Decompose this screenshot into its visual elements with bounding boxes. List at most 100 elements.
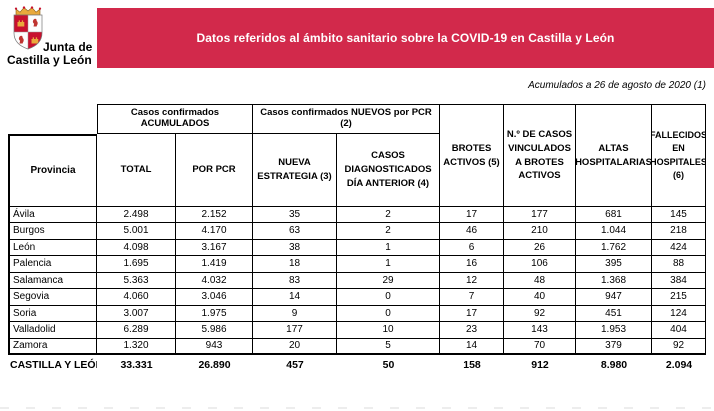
value-cell: 0	[337, 289, 440, 306]
page-title: Datos referidos al ámbito sanitario sobr…	[196, 31, 615, 45]
total-value-cell: 26.890	[176, 354, 253, 376]
value-cell: 88	[652, 256, 706, 273]
value-cell: 23	[440, 322, 504, 339]
value-cell: 10	[337, 322, 440, 339]
value-cell: 35	[253, 207, 337, 224]
value-cell: 681	[576, 207, 652, 224]
value-cell: 16	[440, 256, 504, 273]
value-cell: 177	[253, 322, 337, 339]
value-cell: 14	[440, 338, 504, 355]
value-cell: 1.975	[176, 305, 253, 323]
value-cell: 0	[337, 305, 440, 323]
value-cell: 943	[176, 338, 253, 355]
value-cell: 177	[504, 207, 576, 224]
value-cell: 1.320	[97, 338, 176, 355]
province-name: Ávila	[8, 207, 97, 224]
total-value-cell: 457	[253, 354, 337, 376]
value-cell: 395	[576, 256, 652, 273]
value-cell: 17	[440, 207, 504, 224]
value-cell: 2.498	[97, 207, 176, 224]
value-cell: 46	[440, 223, 504, 240]
province-name: Burgos	[8, 223, 97, 240]
total-value-cell: 50	[337, 354, 440, 376]
value-cell: 17	[440, 305, 504, 323]
value-cell: 2	[337, 223, 440, 240]
value-cell: 215	[652, 289, 706, 306]
header-brotes-activos: BROTES ACTIVOS (5)	[440, 104, 504, 207]
header-casos-vinculados: N.º DE CASOS VINCULADOS A BROTES ACTIVOS	[504, 104, 576, 207]
value-cell: 218	[652, 223, 706, 240]
value-cell: 379	[576, 338, 652, 355]
value-cell: 143	[504, 322, 576, 339]
date-note: Acumulados a 26 de agosto de 2020 (1)	[528, 80, 706, 91]
corner-empty-cell	[8, 104, 97, 134]
value-cell: 3.007	[97, 305, 176, 323]
total-value-cell: 158	[440, 354, 504, 376]
header-nueva-estrategia: NUEVA ESTRATEGIA (3)	[253, 134, 337, 207]
covid-table: Casos confirmados ACUMULADOS Casos confi…	[8, 104, 706, 376]
value-cell: 1.953	[576, 322, 652, 339]
province-name: Segovia	[8, 289, 97, 306]
value-cell: 210	[504, 223, 576, 240]
value-cell: 1.695	[97, 256, 176, 273]
value-cell: 20	[253, 338, 337, 355]
value-cell: 48	[504, 272, 576, 290]
total-value-cell: 912	[504, 354, 576, 376]
scan-artifact	[0, 407, 714, 409]
province-name: León	[8, 239, 97, 257]
value-cell: 38	[253, 239, 337, 257]
logo-text-line2: Castilla y León	[7, 53, 92, 67]
value-cell: 5.363	[97, 272, 176, 290]
header-group-acumulados: Casos confirmados ACUMULADOS	[97, 104, 253, 134]
header-provincia: Provincia	[8, 134, 97, 207]
value-cell: 124	[652, 305, 706, 323]
value-cell: 6.289	[97, 322, 176, 339]
title-banner: Datos referidos al ámbito sanitario sobr…	[97, 8, 714, 68]
value-cell: 92	[652, 338, 706, 355]
value-cell: 1.762	[576, 239, 652, 257]
coat-of-arms-icon	[13, 6, 43, 50]
value-cell: 384	[652, 272, 706, 290]
value-cell: 947	[576, 289, 652, 306]
header-fallecidos: FALLECIDOS EN HOSPITALES (6)	[652, 104, 706, 207]
value-cell: 1.044	[576, 223, 652, 240]
total-value-cell: 2.094	[652, 354, 706, 376]
total-value-cell: 33.331	[97, 354, 176, 376]
value-cell: 5.986	[176, 322, 253, 339]
value-cell: 14	[253, 289, 337, 306]
value-cell: 29	[337, 272, 440, 290]
value-cell: 26	[504, 239, 576, 257]
value-cell: 5	[337, 338, 440, 355]
value-cell: 4.032	[176, 272, 253, 290]
value-cell: 6	[440, 239, 504, 257]
value-cell: 4.098	[97, 239, 176, 257]
value-cell: 5.001	[97, 223, 176, 240]
logo-text-line1: Junta de	[43, 40, 93, 54]
value-cell: 3.046	[176, 289, 253, 306]
junta-logo: Junta de Castilla y León	[6, 4, 98, 68]
value-cell: 2	[337, 207, 440, 224]
value-cell: 1	[337, 239, 440, 257]
value-cell: 3.167	[176, 239, 253, 257]
value-cell: 7	[440, 289, 504, 306]
header-por-pcr: POR PCR	[176, 134, 253, 207]
value-cell: 145	[652, 207, 706, 224]
value-cell: 70	[504, 338, 576, 355]
header-group-nuevos-pcr: Casos confirmados NUEVOS por PCR (2)	[253, 104, 440, 134]
header-total: TOTAL	[97, 134, 176, 207]
value-cell: 2.152	[176, 207, 253, 224]
value-cell: 404	[652, 322, 706, 339]
province-name: Zamora	[8, 338, 97, 355]
total-value-cell: 8.980	[576, 354, 652, 376]
value-cell: 18	[253, 256, 337, 273]
header-diagnosticados: CASOS DIAGNOSTICADOS DÍA ANTERIOR (4)	[337, 134, 440, 207]
value-cell: 4.170	[176, 223, 253, 240]
header-altas-hospitalarias: ALTAS HOSPITALARIAS	[576, 104, 652, 207]
total-row-label: CASTILLA Y LEÓN	[8, 354, 103, 376]
value-cell: 451	[576, 305, 652, 323]
province-name: Salamanca	[8, 272, 97, 290]
value-cell: 40	[504, 289, 576, 306]
value-cell: 9	[253, 305, 337, 323]
province-name: Valladolid	[8, 322, 97, 339]
value-cell: 1.368	[576, 272, 652, 290]
